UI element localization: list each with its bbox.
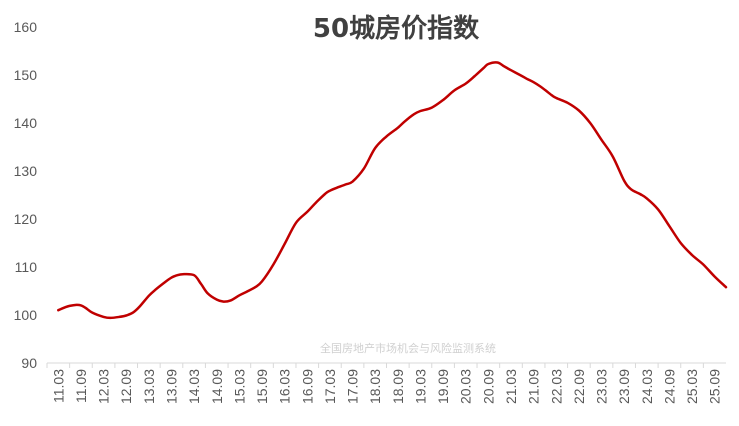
y-tick-label: 150 — [14, 67, 38, 83]
x-tick-label: 25.03 — [684, 369, 700, 404]
x-tick-label: 18.09 — [390, 369, 406, 404]
x-tick-label: 16.03 — [277, 369, 293, 404]
x-tick-label: 16.09 — [299, 369, 315, 404]
x-tick-label: 23.03 — [594, 369, 610, 404]
x-tick-label: 19.03 — [412, 369, 428, 404]
x-tick-label: 24.09 — [661, 369, 677, 404]
y-tick-label: 160 — [14, 19, 38, 35]
y-tick-label: 120 — [14, 211, 38, 227]
x-tick-label: 14.09 — [209, 369, 225, 404]
x-tick-label: 13.09 — [163, 369, 179, 404]
x-tick-label: 18.03 — [367, 369, 383, 404]
x-tick-label: 13.03 — [141, 369, 157, 404]
x-tick-label: 24.03 — [639, 369, 655, 404]
x-tick-label: 14.03 — [186, 369, 202, 404]
x-tick-label: 22.03 — [548, 369, 564, 404]
x-tick-label: 12.03 — [96, 369, 112, 404]
x-tick-label: 20.03 — [458, 369, 474, 404]
x-tick-label: 15.09 — [254, 369, 270, 404]
x-tick-label: 11.09 — [73, 369, 89, 403]
x-tick-label: 19.09 — [435, 369, 451, 404]
y-tick-label: 110 — [15, 259, 38, 275]
x-axis-ticks: 11.03 11.09 12.03 12.09 13.03 13.09 14.03 14.09… — [46, 363, 723, 404]
x-tick-label: 25.09 — [707, 369, 723, 404]
x-tick-label: 15.03 — [231, 369, 247, 404]
x-tick-label: 21.03 — [503, 369, 519, 404]
y-tick-label: 140 — [14, 115, 38, 131]
watermark-text: 全国房地产市场机会与风险监测系统 — [320, 341, 496, 355]
x-tick-label: 21.09 — [526, 369, 542, 404]
x-tick-label: 23.09 — [616, 369, 632, 404]
x-tick-label: 11.03 — [50, 369, 66, 403]
x-tick-label: 12.09 — [118, 369, 134, 404]
series-line — [57, 61, 728, 320]
x-tick-label: 17.09 — [345, 369, 361, 404]
x-tick-label: 20.09 — [480, 369, 496, 404]
y-tick-label: 90 — [21, 355, 37, 371]
y-tick-label: 100 — [14, 307, 38, 323]
x-tick-label: 17.03 — [322, 369, 338, 404]
y-axis-ticks: 90 100 110 120 130 140 150 160 — [14, 19, 38, 371]
y-tick-label: 130 — [14, 163, 38, 179]
x-tick-label: 22.09 — [571, 369, 587, 404]
chart-title: 50城房价指数 — [313, 14, 480, 44]
